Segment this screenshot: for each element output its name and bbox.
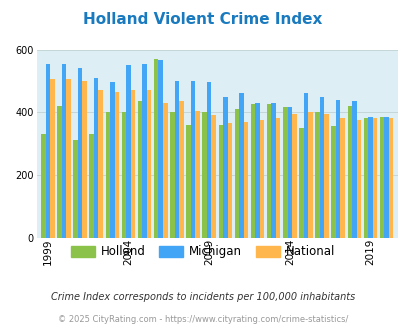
Bar xyxy=(255,103,259,238)
Bar xyxy=(356,120,360,238)
Bar xyxy=(130,90,135,238)
Bar xyxy=(126,65,130,238)
Bar xyxy=(142,64,147,238)
Bar xyxy=(291,114,296,238)
Legend: Holland, Michigan, National: Holland, Michigan, National xyxy=(66,241,339,263)
Bar xyxy=(218,125,222,238)
Bar xyxy=(207,82,211,238)
Bar xyxy=(170,112,174,238)
Bar xyxy=(367,117,372,238)
Bar xyxy=(307,112,312,238)
Bar xyxy=(105,112,110,238)
Text: © 2025 CityRating.com - https://www.cityrating.com/crime-statistics/: © 2025 CityRating.com - https://www.city… xyxy=(58,315,347,324)
Bar xyxy=(78,68,82,238)
Bar xyxy=(315,112,319,238)
Bar xyxy=(163,103,167,238)
Bar xyxy=(57,106,62,238)
Bar xyxy=(266,104,271,238)
Bar xyxy=(110,82,114,238)
Bar xyxy=(298,128,303,238)
Bar xyxy=(303,93,307,238)
Bar xyxy=(82,81,87,238)
Bar xyxy=(195,111,199,238)
Text: Crime Index corresponds to incidents per 100,000 inhabitants: Crime Index corresponds to incidents per… xyxy=(51,292,354,302)
Bar xyxy=(222,96,227,238)
Bar xyxy=(73,141,78,238)
Bar xyxy=(363,118,367,238)
Bar xyxy=(287,108,291,238)
Bar xyxy=(186,125,190,238)
Text: Holland Violent Crime Index: Holland Violent Crime Index xyxy=(83,12,322,26)
Bar xyxy=(243,121,247,238)
Bar xyxy=(62,64,66,238)
Bar xyxy=(89,134,94,238)
Bar xyxy=(259,120,264,238)
Bar xyxy=(138,101,142,238)
Bar xyxy=(190,81,195,238)
Bar xyxy=(335,100,340,238)
Bar xyxy=(41,134,45,238)
Bar xyxy=(271,103,275,238)
Bar xyxy=(45,64,50,238)
Bar xyxy=(122,112,126,238)
Bar xyxy=(351,101,356,238)
Bar xyxy=(179,101,183,238)
Bar xyxy=(384,117,388,238)
Bar xyxy=(250,104,255,238)
Bar xyxy=(174,81,179,238)
Bar xyxy=(379,117,384,238)
Bar xyxy=(388,118,392,238)
Bar xyxy=(347,106,351,238)
Bar xyxy=(202,112,207,238)
Bar xyxy=(227,123,232,238)
Bar xyxy=(275,118,280,238)
Bar xyxy=(372,118,376,238)
Bar xyxy=(234,109,239,238)
Bar xyxy=(158,60,163,238)
Bar xyxy=(340,118,344,238)
Bar xyxy=(153,59,158,238)
Bar xyxy=(324,114,328,238)
Bar xyxy=(94,78,98,238)
Bar xyxy=(50,79,54,238)
Bar xyxy=(66,79,70,238)
Bar xyxy=(239,93,243,238)
Bar xyxy=(330,126,335,238)
Bar xyxy=(211,115,215,238)
Bar xyxy=(114,92,119,238)
Bar xyxy=(98,90,103,238)
Bar xyxy=(319,96,324,238)
Bar xyxy=(282,108,287,238)
Bar xyxy=(147,90,151,238)
